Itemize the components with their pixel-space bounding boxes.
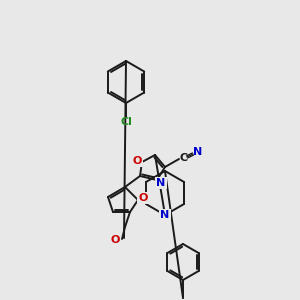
- Text: N: N: [160, 210, 169, 220]
- Text: N: N: [156, 178, 166, 188]
- Text: O: O: [132, 156, 142, 166]
- Text: N: N: [194, 147, 202, 157]
- Text: O: O: [110, 235, 120, 245]
- Text: O: O: [138, 193, 148, 203]
- Text: C: C: [180, 153, 188, 163]
- Text: Cl: Cl: [120, 117, 132, 127]
